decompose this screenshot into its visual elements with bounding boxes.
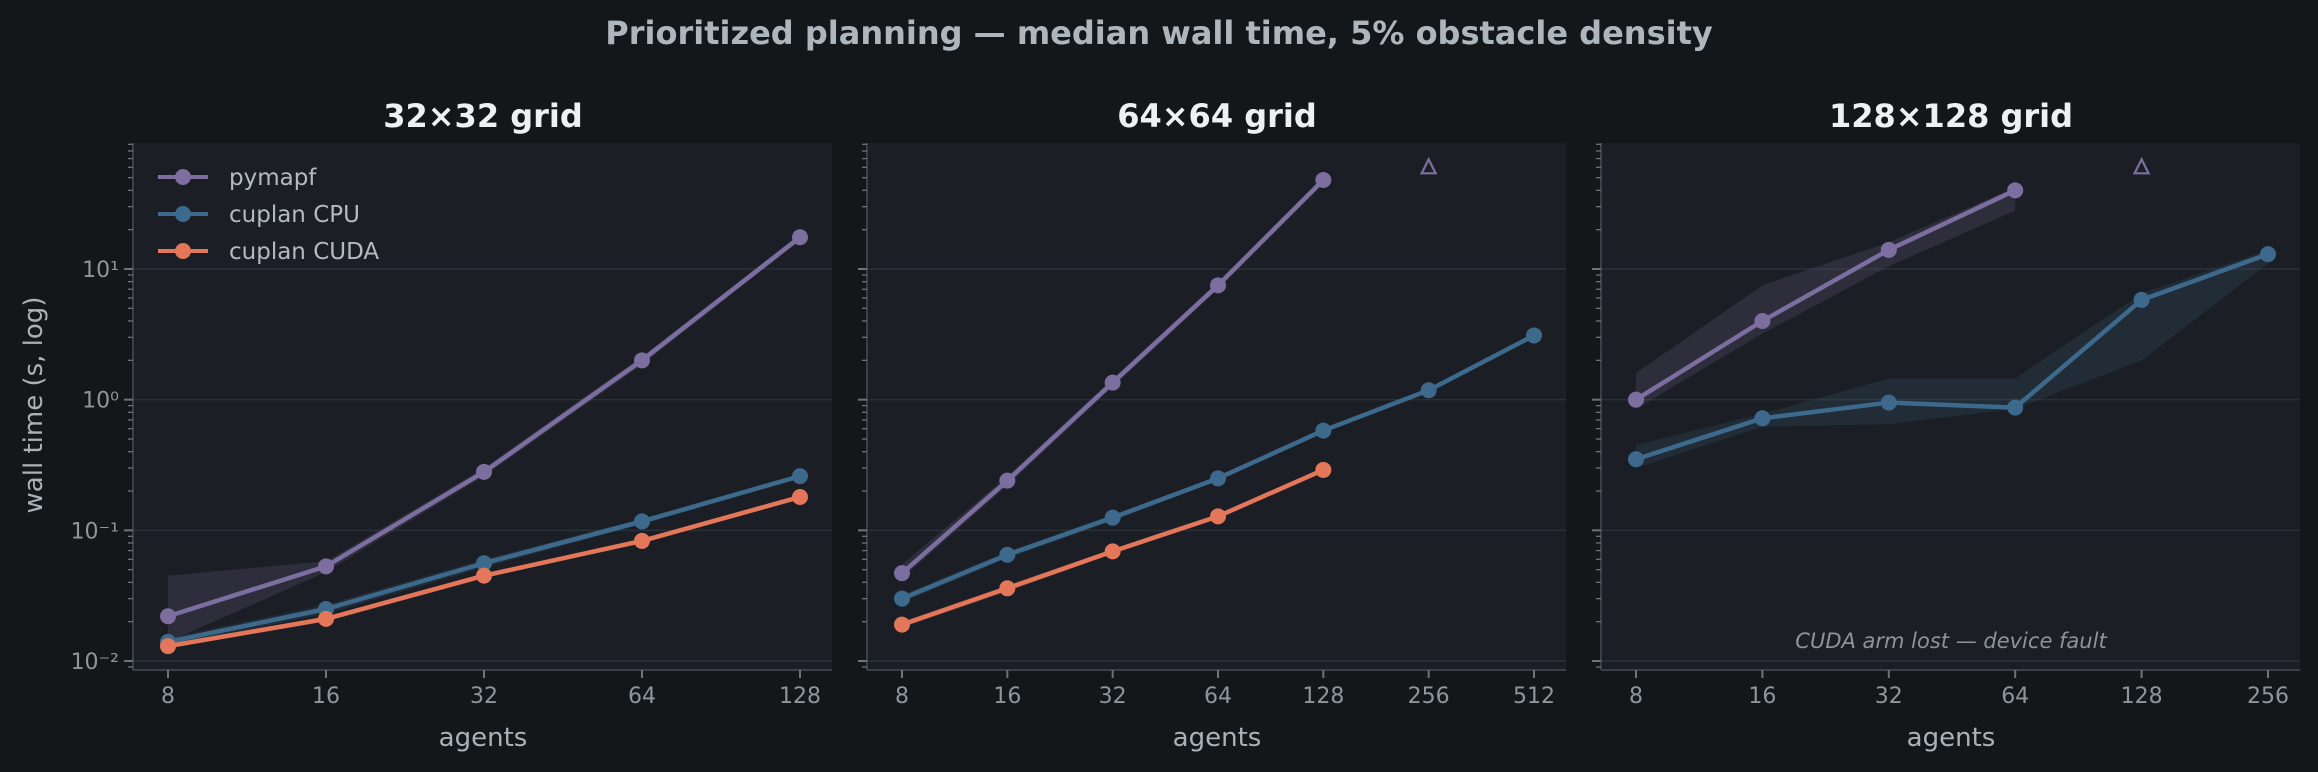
point-cuplan-cuda [1315, 461, 1332, 478]
point-cuplan-cuda [1104, 543, 1121, 560]
point-pymapf [999, 472, 1016, 489]
point-cuplan-cpu [1104, 509, 1121, 526]
point-pymapf [318, 558, 334, 575]
point-cuplan-cuda [476, 567, 492, 584]
band-pymapf [1636, 187, 2016, 409]
y-tick-label: 10¹ [82, 258, 119, 283]
point-cuplan-cpu [1754, 410, 1771, 427]
legend-marker [175, 206, 191, 222]
cuda-fault-annotation: CUDA arm lost — device fault [1795, 629, 2107, 653]
point-pymapf [1210, 277, 1226, 294]
x-tick-label: 256 [1408, 684, 1450, 709]
band-pymapf [168, 234, 800, 642]
y-tick-label: 10⁻¹ [71, 519, 119, 544]
x-tick-label: 16 [312, 684, 340, 709]
panel-title: 32×32 grid [383, 97, 583, 135]
plot-background [867, 143, 1566, 670]
x-tick-label: 32 [1099, 684, 1127, 709]
point-cuplan-cpu [1210, 470, 1226, 487]
panel-64x64: 64×64 grid agents 8 16 32 64 128 256 512 [858, 97, 1566, 753]
point-pymapf [894, 565, 910, 582]
point-cuplan-cpu [1315, 422, 1332, 439]
point-cuplan-cuda [1210, 508, 1226, 525]
x-tick-label: 32 [1875, 684, 1903, 709]
point-cuplan-cuda [999, 580, 1016, 597]
point-cuplan-cpu [2260, 246, 2276, 263]
point-cuplan-cpu [1628, 451, 1644, 468]
point-cuplan-cpu [476, 555, 492, 572]
point-pymapf [2007, 182, 2024, 199]
lost-run-marker-icon [1419, 156, 1438, 175]
legend: pymapf cuplan CPU cuplan CUDA [158, 165, 379, 265]
legend-item-pymapf: pymapf [158, 165, 317, 191]
plot-area-layer [124, 143, 832, 678]
series-line-pymapf [1634, 188, 2017, 402]
plot-area-layer [858, 143, 1566, 678]
x-tick-label: 128 [1302, 684, 1344, 709]
x-tick-label: 8 [1629, 684, 1643, 709]
point-cuplan-cuda [894, 616, 910, 633]
x-tick-label: 16 [1748, 684, 1776, 709]
panel-title: 64×64 grid [1117, 97, 1317, 135]
x-tick-label: 64 [2001, 684, 2029, 709]
x-tick-label: 8 [161, 684, 175, 709]
figure-title: Prioritized planning — median wall time,… [605, 14, 1713, 52]
panel-32x32: 32×32 grid agents 10⁻² 10⁻¹ 10⁰ 10¹ 8 16 32 64 1… [71, 97, 832, 753]
point-cuplan-cpu [1880, 394, 1897, 411]
x-tick-label: 64 [628, 684, 656, 709]
point-pymapf [1104, 374, 1121, 391]
point-cuplan-cpu [2007, 399, 2024, 416]
point-cuplan-cpu [894, 590, 910, 607]
point-cuplan-cpu [2133, 291, 2150, 308]
point-pymapf [1880, 241, 1897, 258]
point-pymapf [1315, 171, 1332, 188]
x-axis-label: agents [1173, 723, 1262, 753]
legend-item-cuplan-cpu: cuplan CPU [158, 202, 360, 228]
series-line-cuplan-cpu [1635, 251, 2269, 462]
point-pymapf [1628, 391, 1644, 408]
x-tick-label: 16 [993, 684, 1021, 709]
point-cuplan-cpu [1526, 327, 1542, 344]
x-axis-label: agents [1907, 723, 1996, 753]
y-tick-label: 10⁰ [82, 389, 119, 414]
x-tick-label: 128 [779, 684, 821, 709]
point-pymapf [1754, 312, 1771, 329]
legend-label: pymapf [229, 165, 317, 191]
point-cuplan-cpu [792, 468, 808, 485]
point-pymapf [160, 608, 176, 625]
legend-marker [175, 169, 191, 185]
legend-label: cuplan CPU [229, 202, 360, 228]
point-pymapf [634, 352, 650, 369]
x-axis-label: agents [439, 723, 528, 753]
point-cuplan-cuda [634, 532, 650, 549]
panel-128x128: 128×128 grid agents CUDA arm lost — devi… [1592, 97, 2300, 753]
x-tick-label: 64 [1204, 684, 1232, 709]
x-tick-label: 256 [2247, 684, 2289, 709]
y-axis-label: wall time (s, log) [19, 297, 49, 514]
x-tick-label: 512 [1513, 684, 1555, 709]
point-pymapf [792, 229, 808, 246]
lost-run-marker-icon [2132, 156, 2151, 175]
point-pymapf [476, 463, 492, 480]
point-cuplan-cuda [792, 488, 808, 505]
legend-label: cuplan CUDA [229, 239, 379, 265]
point-cuplan-cpu [999, 546, 1016, 563]
x-tick-label: 128 [2121, 684, 2163, 709]
x-tick-label: 32 [470, 684, 498, 709]
point-cuplan-cpu [634, 513, 650, 530]
point-cuplan-cuda [160, 638, 176, 655]
y-tick-label: 10⁻² [71, 650, 119, 675]
legend-item-cuplan-cuda: cuplan CUDA [158, 239, 379, 265]
legend-marker [175, 243, 191, 259]
x-tick-label: 8 [895, 684, 909, 709]
plot-area-layer [1592, 143, 2300, 678]
point-cuplan-cpu [1420, 382, 1437, 399]
panel-title: 128×128 grid [1829, 97, 2073, 135]
point-cuplan-cuda [318, 610, 334, 627]
